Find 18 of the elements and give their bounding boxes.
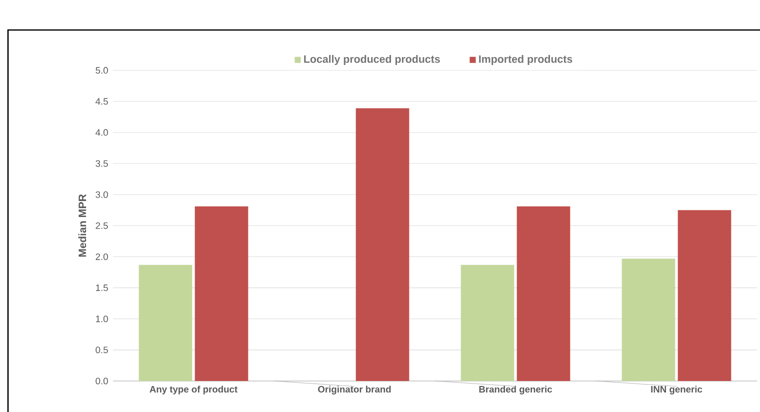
y-tick-label: 2.5 xyxy=(96,222,108,229)
legend-label: Locally produced products xyxy=(304,55,440,65)
y-tick-label: 1.0 xyxy=(96,316,108,322)
legend-label: Imported products xyxy=(479,55,572,65)
x-tick-label: Any type of product xyxy=(150,386,238,394)
y-axis-title: Median MPR xyxy=(78,194,86,257)
y-tick-label: 5.0 xyxy=(96,67,108,74)
y-tick-label: 0.0 xyxy=(96,378,108,384)
x-tick-label: INN generic xyxy=(651,386,702,394)
x-tick-label: Originator brand xyxy=(318,386,391,394)
y-tick-label: 3.0 xyxy=(96,191,108,198)
y-tick-label: 1.5 xyxy=(96,284,108,292)
y-tick-label: 3.5 xyxy=(96,160,108,167)
y-tick-label: 4.0 xyxy=(96,129,108,136)
x-tick-label: Branded generic xyxy=(479,386,552,394)
y-tick-label: 0.5 xyxy=(96,346,108,354)
y-tick-label: 2.0 xyxy=(96,253,108,260)
y-tick-label: 4.5 xyxy=(96,98,108,105)
